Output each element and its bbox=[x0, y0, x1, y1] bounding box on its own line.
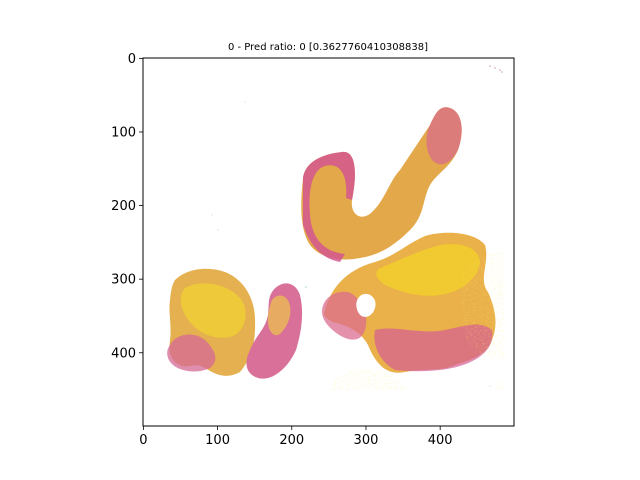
tissue-top-right-upper-arm bbox=[426, 107, 462, 165]
y-axis: 0 100 200 300 400 bbox=[111, 52, 143, 361]
tissue-bottom-right-lower-band bbox=[374, 324, 493, 372]
speck bbox=[499, 69, 501, 71]
speck bbox=[494, 67, 496, 69]
x-axis: 0 100 200 300 400 bbox=[139, 426, 453, 448]
x-tick-label: 0 bbox=[139, 433, 147, 448]
speck bbox=[304, 285, 308, 289]
tissue-left bbox=[165, 262, 260, 377]
x-tick-label: 400 bbox=[428, 433, 453, 448]
tissue-center-strip-yellow bbox=[268, 295, 291, 336]
y-tick-label: 100 bbox=[111, 125, 136, 140]
speck bbox=[217, 229, 219, 231]
y-tick-label: 200 bbox=[111, 199, 136, 214]
faint-specks bbox=[211, 101, 491, 387]
tissue-top-right-pink-rim bbox=[303, 151, 355, 262]
speck bbox=[501, 71, 503, 73]
plot-frame bbox=[142, 57, 515, 427]
tissue-top-right-base bbox=[301, 107, 462, 260]
tissue-left-lower-lobe bbox=[167, 334, 216, 372]
x-tick-label: 100 bbox=[205, 433, 230, 448]
x-tick-label: 200 bbox=[279, 433, 304, 448]
corner-specks bbox=[489, 65, 503, 73]
y-tick-label: 400 bbox=[111, 346, 136, 361]
speck bbox=[211, 214, 213, 216]
tissue-left-upper-yellow bbox=[180, 283, 246, 338]
speck bbox=[489, 385, 491, 387]
y-tick-label: 0 bbox=[128, 52, 136, 67]
y-tick-label: 300 bbox=[111, 273, 136, 288]
x-tick-label: 300 bbox=[354, 433, 379, 448]
tissue-bottom-right-upper-yellow bbox=[376, 244, 480, 296]
speck bbox=[489, 65, 491, 67]
speck bbox=[244, 101, 246, 103]
figure-title: 0 - Pred ratio: 0 [0.3627760410308838] bbox=[228, 42, 428, 53]
tissue-bottom-right-gap bbox=[356, 293, 376, 317]
tissue-bottom-right-left-lobe bbox=[322, 291, 367, 340]
histology-image bbox=[143, 58, 514, 426]
